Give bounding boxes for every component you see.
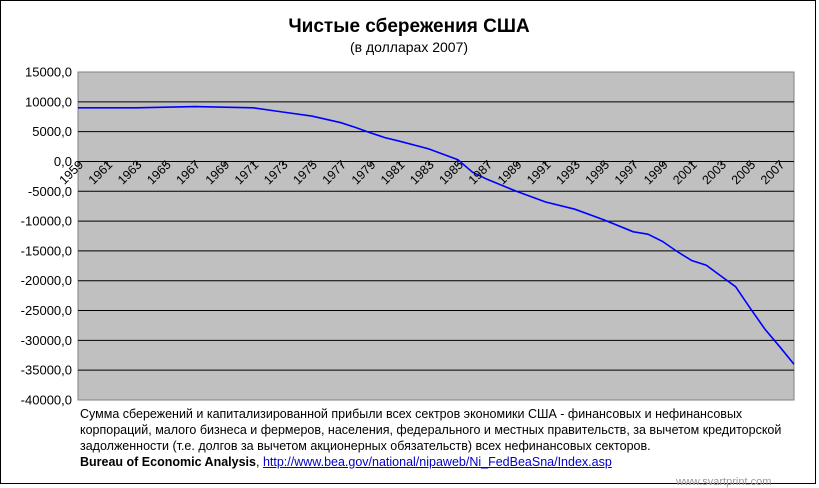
y-tick-label: 5000,0 xyxy=(32,124,72,139)
chart-caption: Сумма сбережений и капитализированной пр… xyxy=(80,406,800,470)
y-tick-label: -25000,0 xyxy=(21,303,72,318)
y-tick-label: -40000,0 xyxy=(21,393,72,408)
y-tick-label: -5000,0 xyxy=(28,184,72,199)
source-separator: , xyxy=(255,455,263,469)
y-tick-label: 10000,0 xyxy=(25,94,72,109)
series-line-net-savings xyxy=(78,105,795,365)
caption-text: Сумма сбережений и капитализированной пр… xyxy=(80,407,782,453)
y-tick-label: -15000,0 xyxy=(21,243,72,258)
y-tick-label: 0,0 xyxy=(54,154,72,169)
source-label: Bureau of Economic Analysis xyxy=(80,455,256,469)
watermark: www.svartprint.com xyxy=(676,476,772,488)
y-axis: 15000,0 10000,0 5000,0 0,0 -5000,0 -10000,0 -1… xyxy=(21,65,72,408)
y-tick-label: -30000,0 xyxy=(21,333,72,348)
source-link[interactable]: http://www.bea.gov/national/nipaweb/Ni_F… xyxy=(262,455,612,469)
y-tick-label: -10000,0 xyxy=(21,214,72,229)
chart-subtitle: (в долларах 2007) xyxy=(350,39,468,55)
grid-lines xyxy=(78,101,794,371)
y-tick-label: -35000,0 xyxy=(21,363,72,378)
y-tick-label: 15000,0 xyxy=(25,65,72,80)
chart-title: Чистые сбережения США xyxy=(288,16,530,37)
plot-area xyxy=(77,71,795,401)
y-tick-label: -20000,0 xyxy=(21,273,72,288)
